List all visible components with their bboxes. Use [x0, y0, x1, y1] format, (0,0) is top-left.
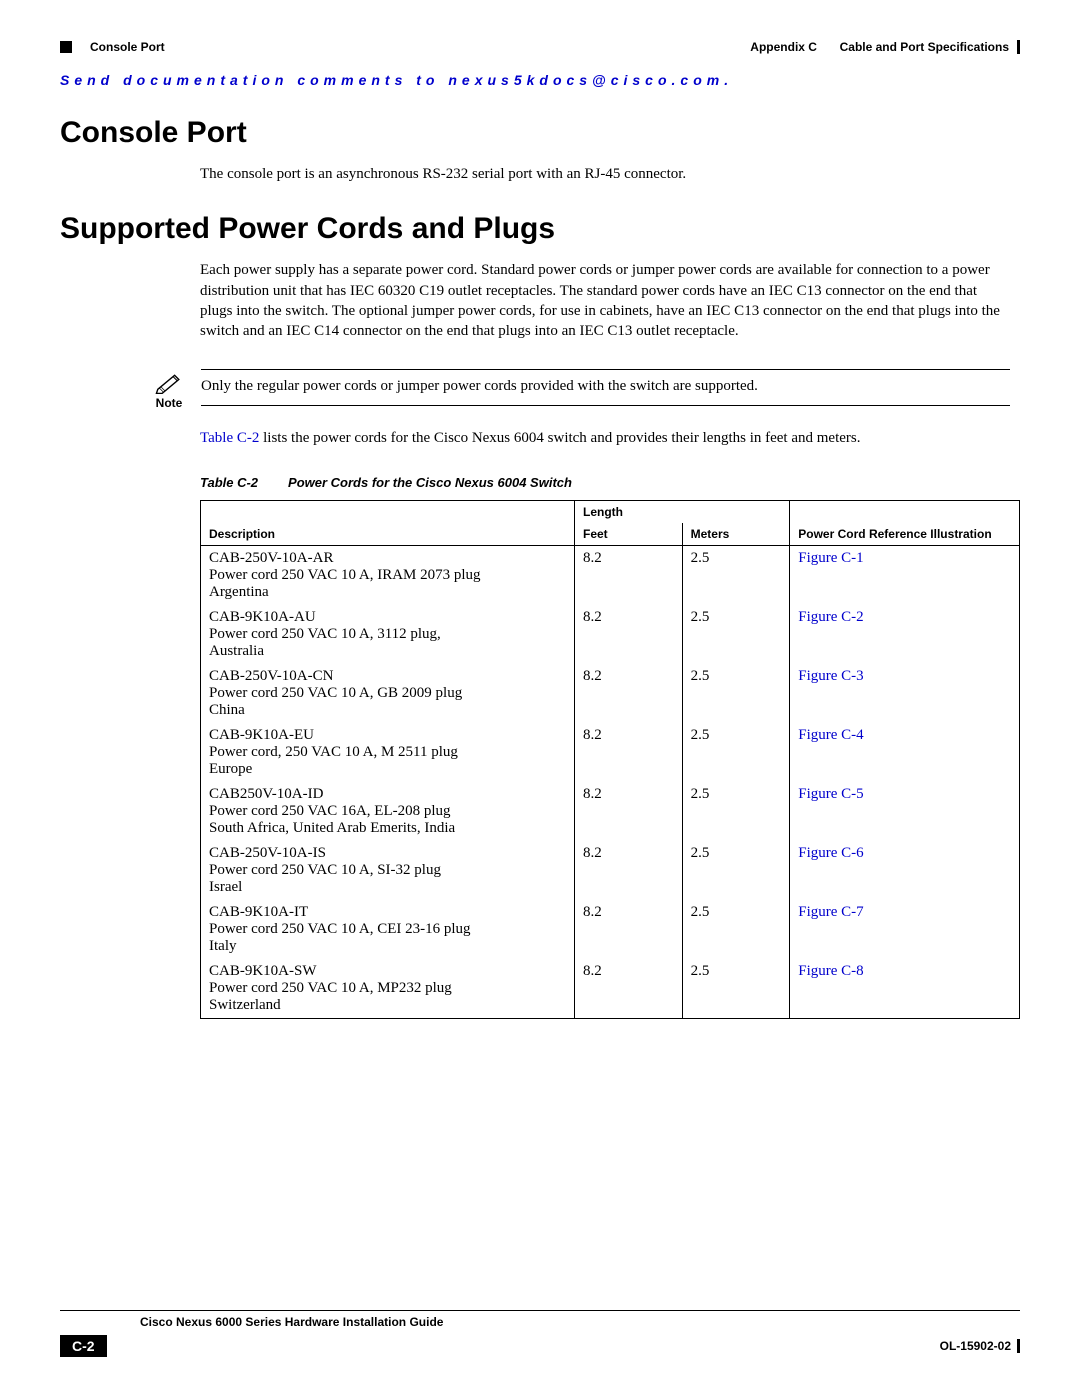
cell-meters: 2.5	[682, 545, 790, 605]
cell-reference: Figure C-2	[790, 605, 1020, 664]
section-marker-icon	[60, 41, 72, 53]
cell-meters: 2.5	[682, 782, 790, 841]
cell-meters: 2.5	[682, 959, 790, 1019]
header-bar-icon	[1017, 40, 1020, 54]
cell-meters: 2.5	[682, 841, 790, 900]
th-meters: Meters	[682, 523, 790, 546]
table-row: CAB-9K10A-EUPower cord, 250 VAC 10 A, M …	[201, 723, 1020, 782]
cell-feet: 8.2	[574, 664, 682, 723]
section-heading-power-cords: Supported Power Cords and Plugs	[60, 212, 1020, 246]
footer-guide-title: Cisco Nexus 6000 Series Hardware Install…	[140, 1315, 1020, 1329]
header-right: Appendix C Cable and Port Specifications	[750, 40, 1020, 54]
pencil-note-icon	[155, 372, 183, 394]
cell-description: CAB-250V-10A-CNPower cord 250 VAC 10 A, …	[201, 664, 575, 723]
table-row: CAB-9K10A-SWPower cord 250 VAC 10 A, MP2…	[201, 959, 1020, 1019]
table-row: CAB-9K10A-ITPower cord 250 VAC 10 A, CEI…	[201, 900, 1020, 959]
doc-number: OL-15902-02	[940, 1339, 1020, 1353]
appendix-title: Cable and Port Specifications	[840, 40, 1009, 54]
header-section-title: Console Port	[90, 40, 165, 54]
figure-link[interactable]: Figure C-1	[798, 550, 863, 566]
th-description: Description	[201, 500, 575, 545]
cell-description: CAB-9K10A-SWPower cord 250 VAC 10 A, MP2…	[201, 959, 575, 1019]
cell-reference: Figure C-1	[790, 545, 1020, 605]
cell-meters: 2.5	[682, 900, 790, 959]
th-feet: Feet	[574, 523, 682, 546]
cell-meters: 2.5	[682, 664, 790, 723]
note-text: Only the regular power cords or jumper p…	[201, 369, 1010, 405]
cell-description: CAB-9K10A-ITPower cord 250 VAC 10 A, CEI…	[201, 900, 575, 959]
feedback-email[interactable]: Send documentation comments to nexus5kdo…	[60, 72, 1020, 88]
figure-link[interactable]: Figure C-3	[798, 668, 863, 684]
table-caption: Table C-2 Power Cords for the Cisco Nexu…	[200, 475, 1020, 490]
cell-description: CAB-9K10A-EUPower cord, 250 VAC 10 A, M …	[201, 723, 575, 782]
figure-link[interactable]: Figure C-5	[798, 786, 863, 802]
cell-feet: 8.2	[574, 782, 682, 841]
table-intro-text: Table C-2 lists the power cords for the …	[200, 428, 1010, 448]
figure-link[interactable]: Figure C-8	[798, 963, 863, 979]
cell-meters: 2.5	[682, 723, 790, 782]
cell-meters: 2.5	[682, 605, 790, 664]
th-length: Length	[574, 500, 789, 523]
table-row: CAB-9K10A-AUPower cord 250 VAC 10 A, 311…	[201, 605, 1020, 664]
cell-description: CAB-9K10A-AUPower cord 250 VAC 10 A, 311…	[201, 605, 575, 664]
page-header: Console Port Appendix C Cable and Port S…	[60, 40, 1020, 54]
table-ref-link[interactable]: Table C-2	[200, 430, 259, 446]
power-cords-body: Each power supply has a separate power c…	[200, 260, 1010, 341]
table-intro-rest: lists the power cords for the Cisco Nexu…	[259, 430, 860, 446]
cell-feet: 8.2	[574, 841, 682, 900]
figure-link[interactable]: Figure C-2	[798, 609, 863, 625]
cell-reference: Figure C-6	[790, 841, 1020, 900]
note-label: Note	[156, 396, 183, 410]
cell-reference: Figure C-3	[790, 664, 1020, 723]
doc-number-text: OL-15902-02	[940, 1339, 1011, 1353]
cell-reference: Figure C-7	[790, 900, 1020, 959]
figure-link[interactable]: Figure C-7	[798, 904, 863, 920]
power-cords-table: Description Length Power Cord Reference …	[200, 500, 1020, 1019]
note-block: Note Only the regular power cords or jum…	[155, 369, 1010, 410]
table-row: CAB-250V-10A-ISPower cord 250 VAC 10 A, …	[201, 841, 1020, 900]
footer-bar-icon	[1017, 1339, 1020, 1353]
cell-reference: Figure C-5	[790, 782, 1020, 841]
document-page: Console Port Appendix C Cable and Port S…	[0, 0, 1080, 1397]
th-reference: Power Cord Reference Illustration	[790, 500, 1020, 545]
console-port-body: The console port is an asynchronous RS-2…	[200, 164, 1010, 184]
cell-feet: 8.2	[574, 605, 682, 664]
figure-link[interactable]: Figure C-6	[798, 845, 863, 861]
cell-description: CAB250V-10A-IDPower cord 250 VAC 16A, EL…	[201, 782, 575, 841]
table-row: CAB-250V-10A-CNPower cord 250 VAC 10 A, …	[201, 664, 1020, 723]
header-left: Console Port	[60, 40, 165, 54]
cell-feet: 8.2	[574, 900, 682, 959]
table-caption-title: Power Cords for the Cisco Nexus 6004 Swi…	[288, 475, 572, 490]
cell-feet: 8.2	[574, 959, 682, 1019]
table-row: CAB-250V-10A-ARPower cord 250 VAC 10 A, …	[201, 545, 1020, 605]
table-row: CAB250V-10A-IDPower cord 250 VAC 16A, EL…	[201, 782, 1020, 841]
figure-link[interactable]: Figure C-4	[798, 727, 863, 743]
cell-reference: Figure C-4	[790, 723, 1020, 782]
note-icon-wrap: Note	[155, 369, 183, 410]
page-footer: Cisco Nexus 6000 Series Hardware Install…	[60, 1310, 1020, 1357]
section-heading-console: Console Port	[60, 116, 1020, 150]
appendix-label: Appendix C	[750, 40, 817, 54]
cell-reference: Figure C-8	[790, 959, 1020, 1019]
cell-description: CAB-250V-10A-ISPower cord 250 VAC 10 A, …	[201, 841, 575, 900]
page-number-badge: C-2	[60, 1335, 107, 1357]
table-caption-number: Table C-2	[200, 475, 258, 490]
cell-description: CAB-250V-10A-ARPower cord 250 VAC 10 A, …	[201, 545, 575, 605]
cell-feet: 8.2	[574, 545, 682, 605]
cell-feet: 8.2	[574, 723, 682, 782]
